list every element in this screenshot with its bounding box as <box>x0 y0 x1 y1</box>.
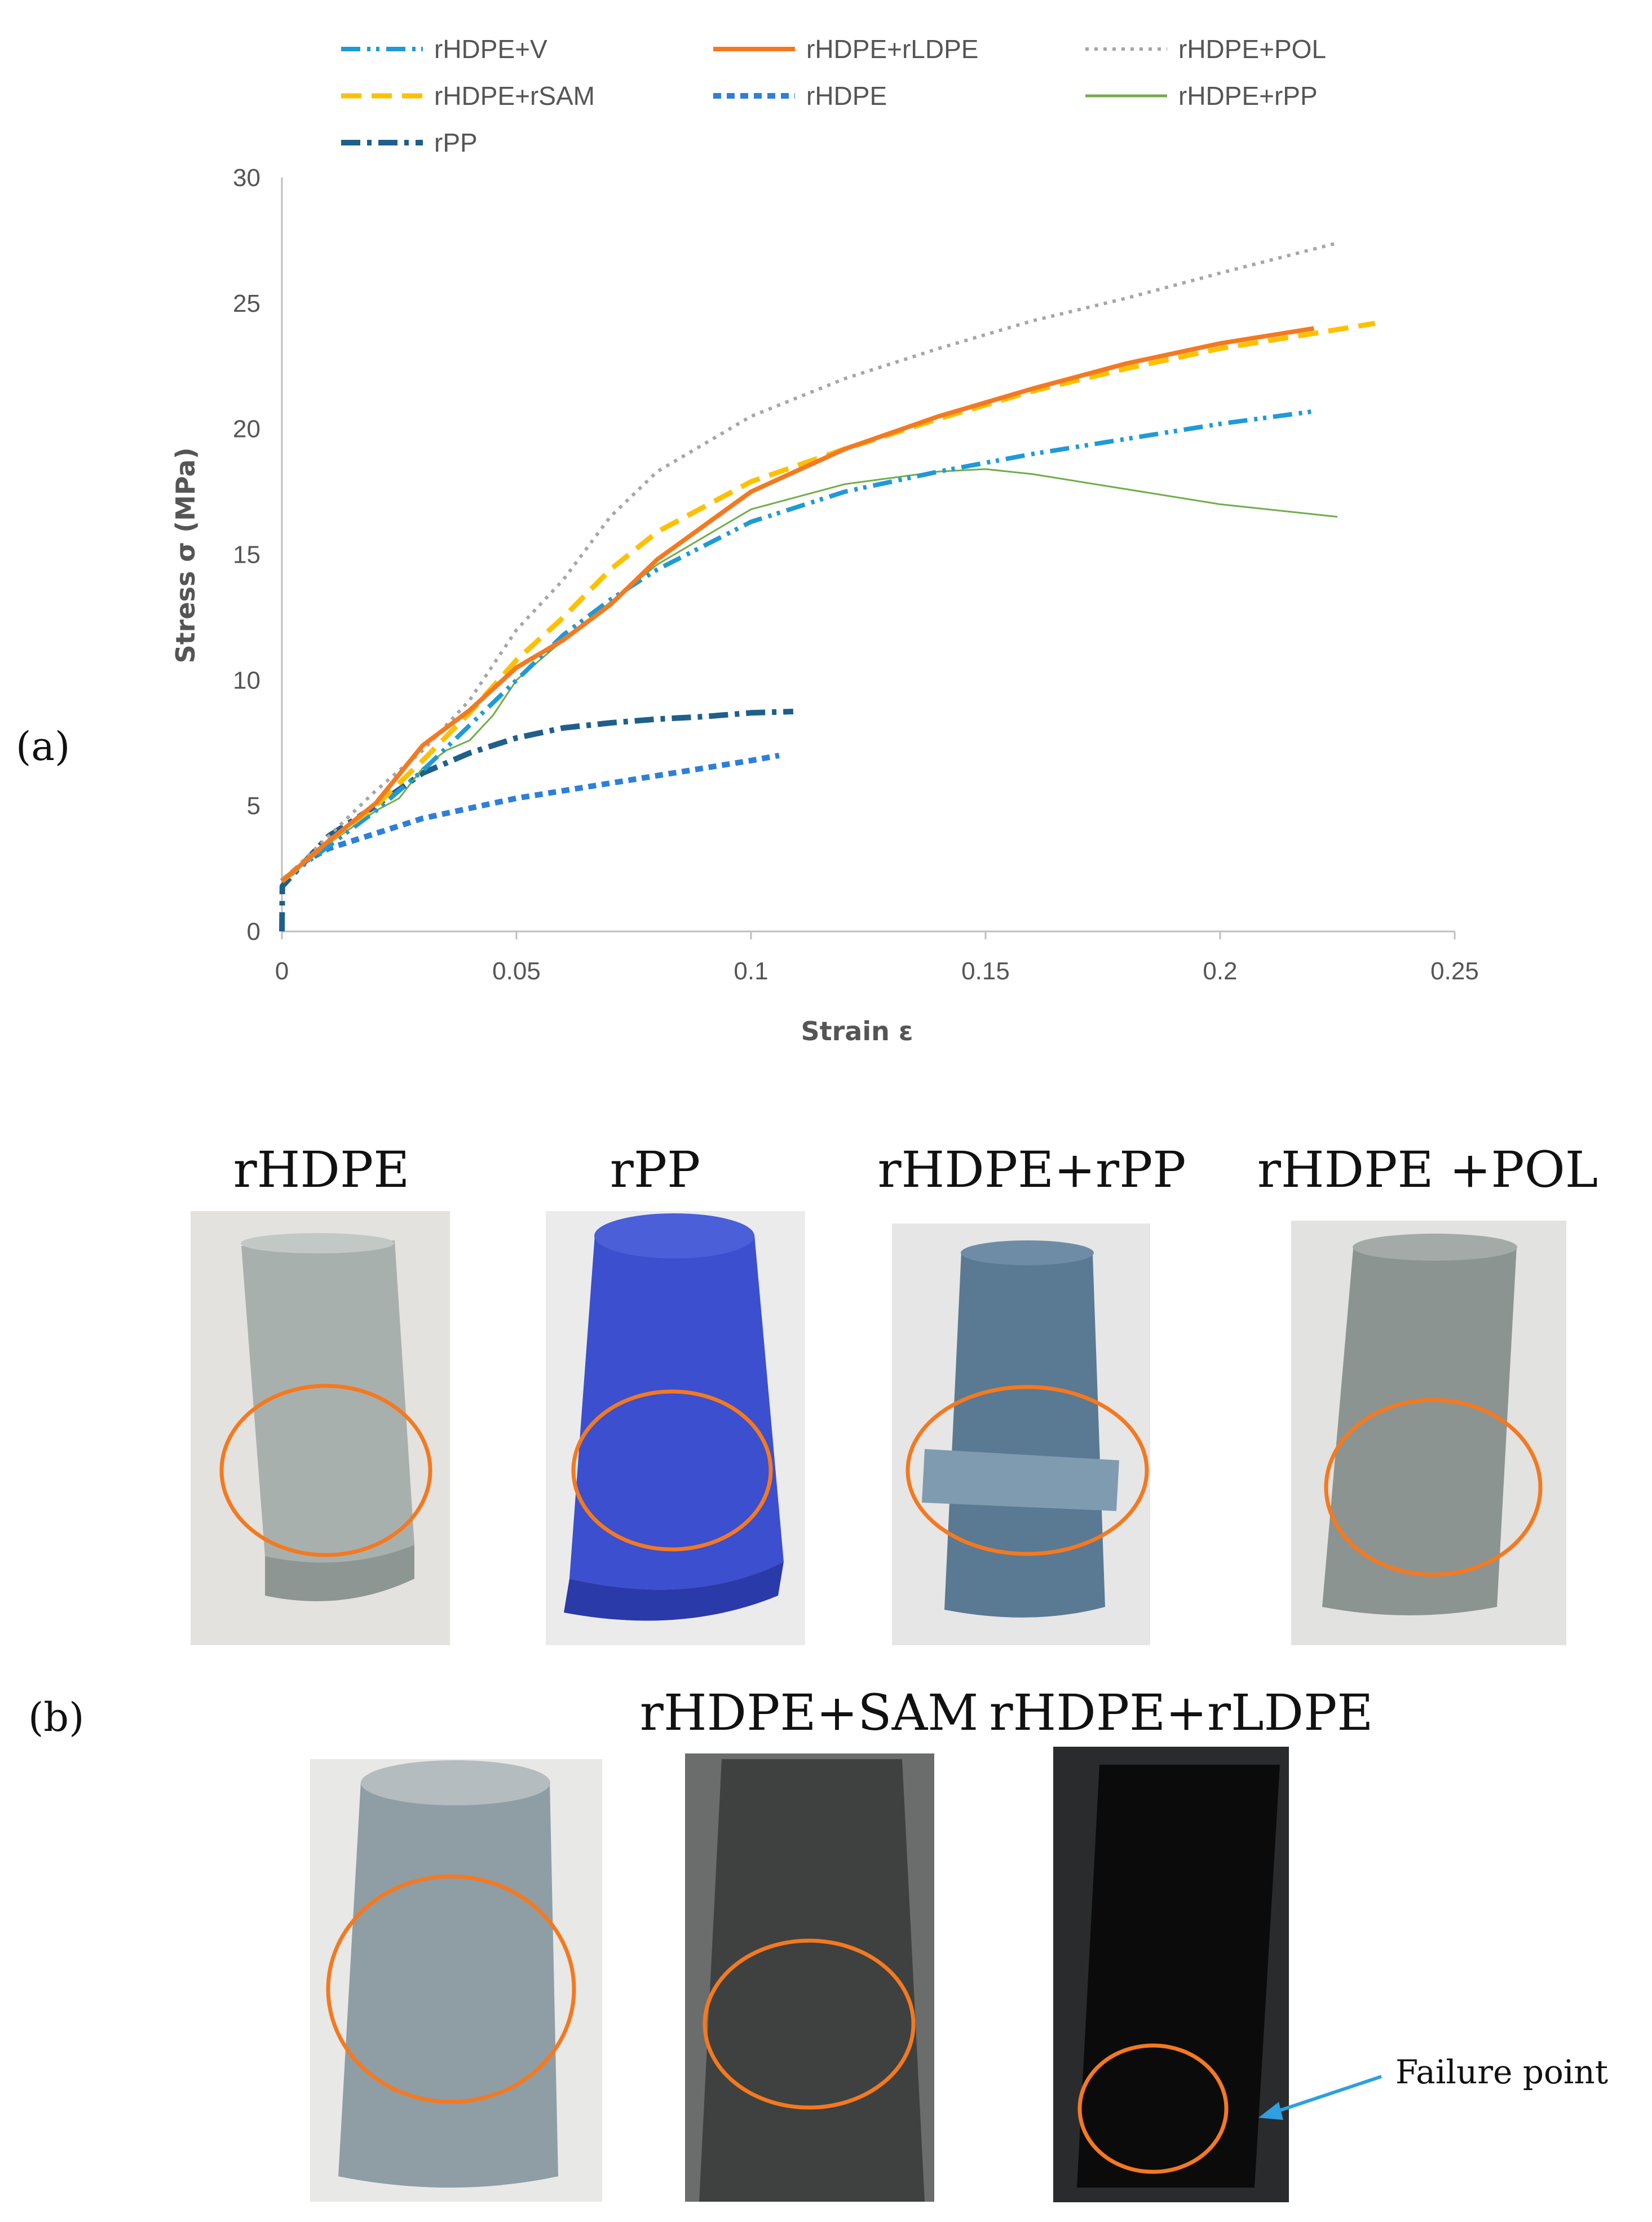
highlight-ellipse <box>905 1385 1149 1556</box>
photo-rhdpe-rldpe <box>1053 1747 1289 2202</box>
highlight-ellipse <box>571 1389 773 1552</box>
chart-series <box>279 241 1376 932</box>
legend-label: rPP <box>434 128 478 157</box>
highlight-ellipse <box>219 1384 432 1557</box>
photo-label-rhdpe-rldpe: rHDPE+rLDPE <box>989 1684 1373 1742</box>
photo-label-rhdpe-sam: rHDPE+SAM <box>640 1684 979 1742</box>
x-tick-label: 0 <box>275 957 289 985</box>
legend-label: rHDPE <box>806 81 887 111</box>
photo-rhdpe-pol <box>1291 1221 1566 1645</box>
series-line-rhdpe-v <box>280 409 1314 884</box>
x-tick-label: 0.15 <box>961 957 1010 985</box>
photo-label-rpp: rPP <box>610 1141 701 1199</box>
series-line-rhdpe-pol <box>280 241 1338 883</box>
failure-annotation: Failure point <box>1258 2053 1608 2120</box>
photo-rhdpe-rpp <box>892 1223 1150 1645</box>
y-tick-label: 30 <box>233 164 260 192</box>
series-line-rhdpe-rpp <box>281 468 1338 882</box>
x-axis-title: Strain ε <box>801 1016 913 1046</box>
panel-label-a: (a) <box>16 723 70 770</box>
legend-label: rHDPE+POL <box>1178 34 1326 64</box>
x-tick-label: 0.25 <box>1430 957 1479 985</box>
failure-point-label: Failure point <box>1395 2053 1608 2091</box>
highlight-ellipse <box>1324 1398 1543 1577</box>
y-tick-label: 0 <box>247 918 260 946</box>
x-tick-label: 0.1 <box>734 957 768 985</box>
y-tick-labels: 0 5 10 15 20 25 30 <box>233 164 260 946</box>
panel-label-b: (b) <box>28 1694 84 1741</box>
chart-legend: rHDPE+V rHDPE+rLDPE rHDPE+POL rHDPE+rSAM rHD… <box>341 34 1326 157</box>
series-line-rhdpe-rsam <box>280 321 1376 884</box>
legend-label: rHDPE+V <box>434 34 547 64</box>
series-line-rhdpe-rldpe <box>280 326 1315 883</box>
failure-arrow <box>1271 2075 1382 2115</box>
photo-label-rhdpe-rpp: rHDPE+rPP <box>877 1141 1186 1199</box>
photo-rhdpe <box>191 1211 450 1645</box>
photo-label-rhdpe: rHDPE <box>233 1141 410 1199</box>
highlight-ellipse <box>326 1874 576 2104</box>
legend-label: rHDPE+rSAM <box>434 81 595 111</box>
y-tick-label: 20 <box>233 416 260 443</box>
chart-axes <box>281 178 1455 933</box>
y-tick-label: 10 <box>233 666 260 694</box>
highlight-ellipse <box>1077 2043 1229 2174</box>
x-tick-label: 0.05 <box>492 957 541 985</box>
x-tick-label: 0.2 <box>1203 957 1237 985</box>
photo-rhdpe-sam <box>685 1753 934 2202</box>
x-tick-labels: 0 0.05 0.1 0.15 0.2 0.25 <box>275 957 1479 985</box>
legend-label: rHDPE+rLDPE <box>806 34 978 64</box>
y-tick-label: 25 <box>233 290 260 317</box>
x-tick-marks <box>281 931 1456 939</box>
failure-arrow-head <box>1258 2102 1283 2120</box>
photo-label-rhdpe-pol: rHDPE +POL <box>1257 1141 1598 1199</box>
highlight-ellipse <box>703 1938 916 2110</box>
photo-rpp <box>546 1211 805 1645</box>
photo-rhdpe-v <box>310 1759 602 2202</box>
y-tick-label: 5 <box>247 792 260 820</box>
y-tick-label: 15 <box>233 541 260 569</box>
legend-label: rHDPE+rPP <box>1178 81 1318 111</box>
y-axis-title: Stress σ (MPa) <box>170 448 201 664</box>
